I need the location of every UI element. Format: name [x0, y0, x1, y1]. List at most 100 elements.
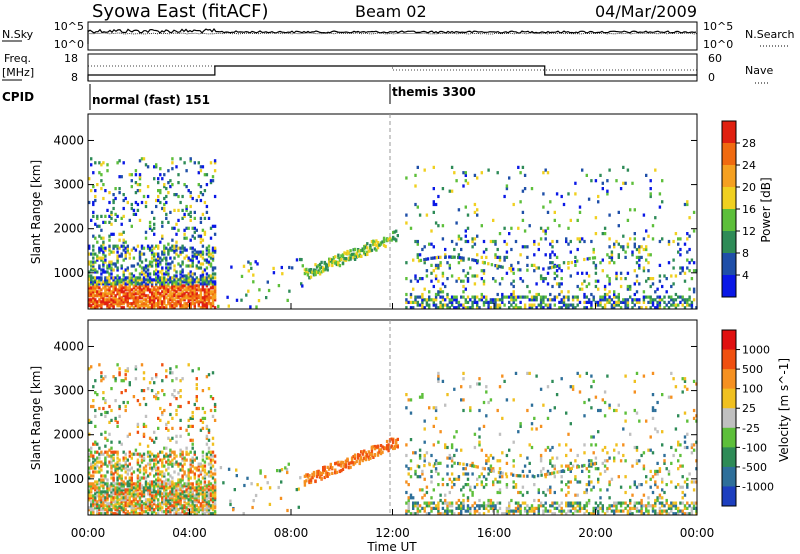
velocity-cell — [303, 474, 307, 478]
velocity-cell — [157, 508, 160, 512]
velocity-cell — [651, 416, 655, 420]
power-cell — [375, 243, 378, 248]
power-cell — [205, 288, 209, 292]
power-cell — [647, 234, 650, 238]
power-cell — [423, 261, 426, 265]
power-cell — [116, 246, 119, 250]
velocity-cell — [98, 492, 101, 496]
velocity-cell — [122, 458, 125, 462]
velocity-cell — [102, 498, 105, 502]
power-cell — [434, 292, 438, 297]
velocity-cell — [138, 502, 142, 506]
power-cell — [181, 268, 184, 272]
velocity-cell — [209, 488, 213, 492]
power-cell — [334, 261, 337, 265]
velocity-cell — [448, 504, 451, 508]
power-cell — [106, 278, 109, 282]
power-cell — [437, 266, 440, 270]
velocity-cell — [209, 470, 213, 474]
velocity-cell — [501, 512, 504, 516]
velocity-cell — [179, 478, 182, 482]
power-cell — [94, 161, 97, 165]
velocity-cell — [130, 484, 133, 488]
power-cell — [122, 272, 125, 276]
velocity-cell — [102, 490, 105, 494]
power-cell — [106, 270, 109, 274]
power-cell — [88, 284, 91, 288]
power-cell — [613, 290, 616, 294]
power-cell — [683, 300, 687, 304]
power-cell — [146, 294, 150, 298]
power-cell — [100, 294, 103, 298]
velocity-cell — [549, 461, 552, 465]
velocity-cell — [173, 470, 176, 474]
power-cell — [450, 165, 454, 169]
power-cell — [138, 304, 142, 308]
velocity-cell — [185, 474, 188, 478]
power-cell — [211, 272, 215, 276]
velocity-cell — [213, 480, 217, 484]
velocity-cell — [116, 450, 119, 454]
power-cell — [124, 292, 127, 296]
power-cell — [542, 229, 545, 233]
power-cell — [90, 268, 93, 272]
velocity-cell — [199, 418, 203, 422]
power-cell — [205, 304, 209, 308]
velocity-cell — [126, 492, 129, 496]
velocity-cell — [498, 467, 502, 471]
velocity-cell — [583, 504, 586, 508]
velocity-cell — [100, 464, 103, 468]
power-cell — [439, 290, 442, 294]
velocity-cell — [136, 488, 140, 492]
power-cell — [173, 306, 176, 310]
power-cell — [672, 266, 675, 270]
power-cell — [205, 252, 209, 256]
velocity-cell — [185, 508, 188, 512]
power-cell — [191, 246, 194, 250]
velocity-cell — [654, 501, 657, 505]
velocity-cell — [571, 504, 575, 508]
power-cell — [175, 270, 178, 274]
power-cell — [155, 272, 158, 276]
power-cell — [173, 244, 176, 248]
power-cell — [203, 276, 207, 280]
power-cell — [686, 258, 689, 262]
power-cell — [138, 294, 142, 298]
power-cell — [615, 274, 618, 278]
power-cell — [444, 255, 447, 259]
power-cell — [96, 306, 99, 310]
power-cell — [626, 242, 630, 246]
velocity-cell — [207, 428, 211, 432]
velocity-cell — [183, 472, 186, 476]
power-cell — [185, 208, 188, 212]
power-cell — [638, 247, 641, 252]
power-cell — [122, 302, 125, 306]
power-cell — [203, 304, 207, 308]
power-cell — [434, 277, 438, 281]
power-cell — [177, 288, 180, 292]
power-cell — [510, 292, 513, 297]
velocity-cell — [489, 506, 493, 510]
power-cell — [157, 298, 160, 302]
power-cell — [608, 237, 611, 241]
velocity-cell — [501, 451, 504, 455]
power-cell — [159, 294, 162, 298]
velocity-cell — [207, 438, 211, 442]
velocity-cell — [469, 385, 472, 389]
power-cell — [649, 306, 652, 310]
velocity-cell — [197, 500, 200, 504]
velocity-cell — [585, 490, 588, 495]
power-cell — [379, 242, 383, 246]
velocity-cell — [390, 444, 393, 448]
velocity-cell — [92, 484, 95, 488]
power-cell — [173, 208, 176, 212]
velocity-cell — [88, 488, 91, 492]
velocity-cell — [185, 496, 188, 500]
velocity-cell — [191, 508, 194, 512]
velocity-cell — [430, 501, 433, 505]
velocity-cell — [169, 402, 172, 407]
power-cell — [462, 284, 465, 289]
velocity-cell — [384, 446, 387, 450]
velocity-cell — [517, 490, 520, 495]
power-cell — [197, 252, 200, 256]
